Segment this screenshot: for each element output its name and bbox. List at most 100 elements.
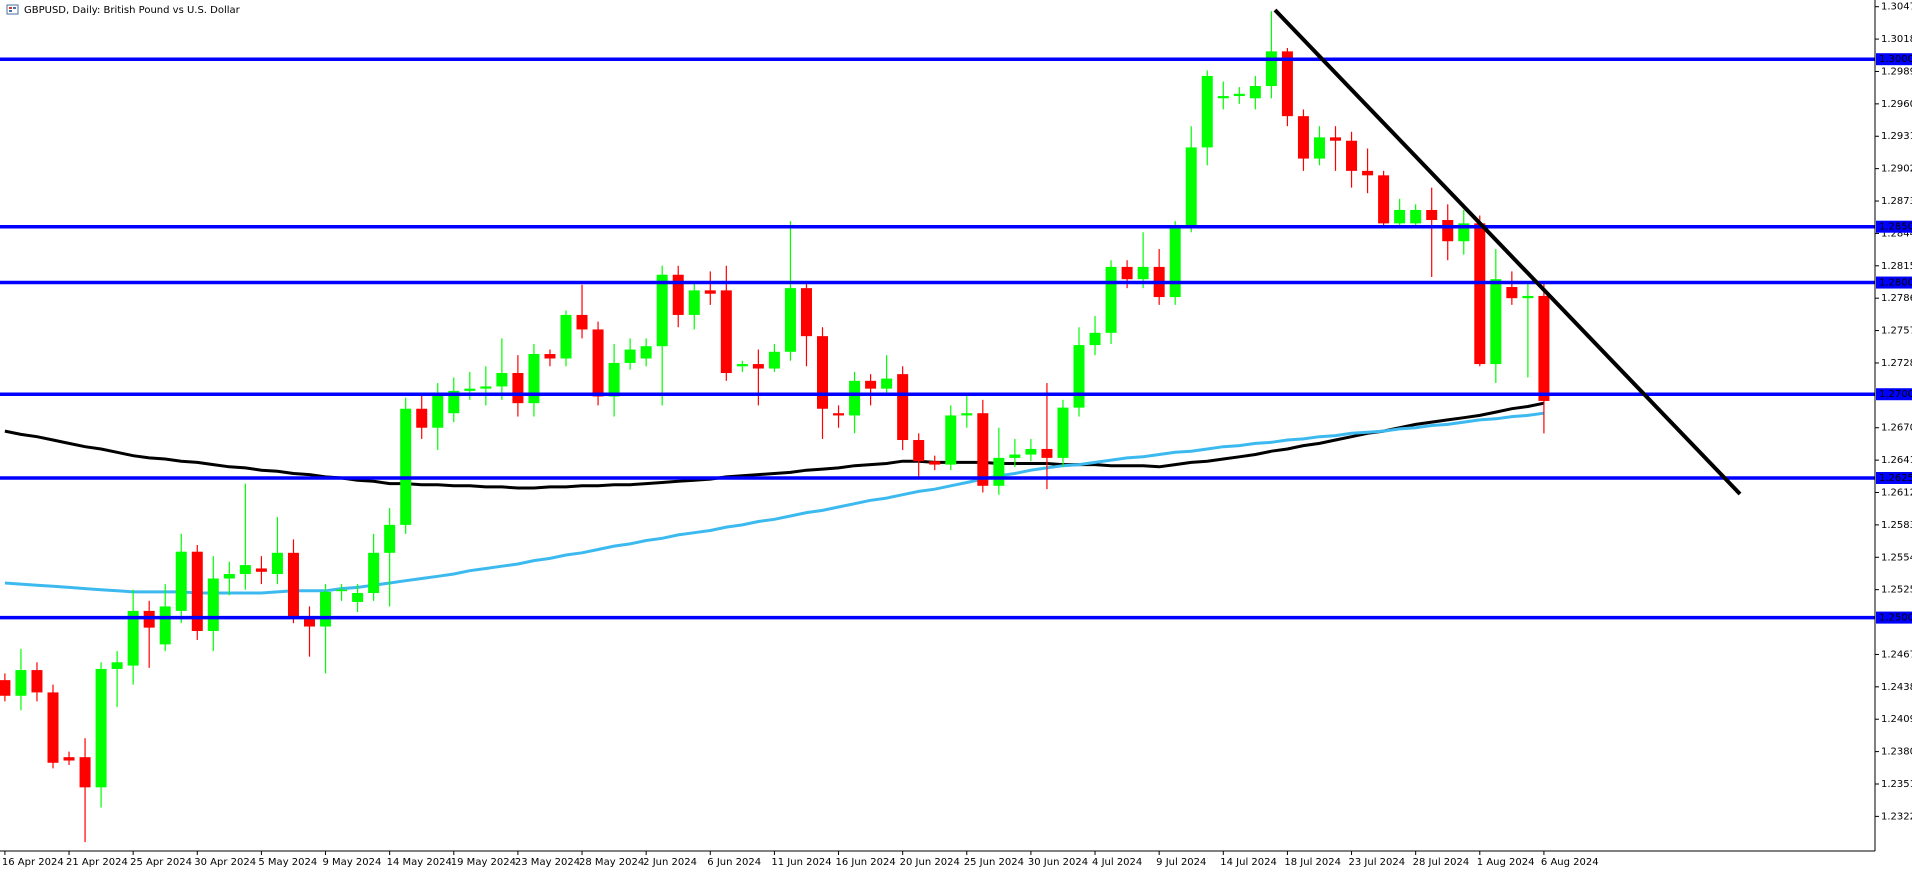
candle-body xyxy=(416,408,428,428)
y-tick-label: 1.28730 xyxy=(1881,196,1912,207)
candle-body xyxy=(752,364,764,369)
x-tick-label: 16 Jun 2024 xyxy=(836,857,896,868)
symbol-icon-part xyxy=(13,7,16,9)
candle-body xyxy=(1169,226,1181,298)
y-tick-label: 1.23800 xyxy=(1881,747,1912,758)
level-label: 1.25000 xyxy=(1879,613,1912,624)
level-label-box xyxy=(1876,611,1912,624)
level-label-box xyxy=(1876,220,1912,233)
x-tick-label: 9 Jul 2024 xyxy=(1156,857,1206,868)
x-tick-label: 28 May 2024 xyxy=(579,857,644,868)
x-tick-label: 2 Jun 2024 xyxy=(643,857,697,868)
candle-body xyxy=(191,551,203,631)
y-tick-label: 1.27280 xyxy=(1881,358,1912,369)
candle-body xyxy=(881,378,893,389)
candle-body xyxy=(1121,266,1133,280)
candle-body xyxy=(929,461,941,465)
candle-body xyxy=(817,336,829,409)
candle-body xyxy=(688,290,700,315)
candle-body xyxy=(576,314,588,330)
candle-body xyxy=(640,346,652,359)
candle-body xyxy=(1281,51,1293,117)
candle-body xyxy=(1458,223,1470,242)
candle-body xyxy=(1362,170,1374,176)
candle-body xyxy=(336,589,348,592)
candle-body xyxy=(977,413,989,486)
candle-body xyxy=(897,374,909,441)
candle-body xyxy=(720,290,732,374)
candle-body xyxy=(1025,448,1037,455)
candle-body xyxy=(1009,454,1021,458)
y-tick-label: 1.29600 xyxy=(1881,99,1912,110)
candle-body xyxy=(849,380,861,416)
level-label: 1.30000 xyxy=(1879,54,1912,65)
candle-body xyxy=(207,578,219,631)
candle-body xyxy=(1089,332,1101,346)
symbol-icon-part xyxy=(9,7,12,9)
level-label: 1.27000 xyxy=(1879,389,1912,400)
candle-body xyxy=(448,390,460,414)
candle-body xyxy=(1217,96,1229,99)
y-tick-label: 1.23220 xyxy=(1881,811,1912,822)
x-tick-label: 9 May 2024 xyxy=(323,857,382,868)
y-tick-label: 1.25830 xyxy=(1881,520,1912,531)
candle-body xyxy=(1394,209,1406,224)
candle-body xyxy=(1105,266,1117,333)
candle-body xyxy=(1490,279,1502,365)
candle-body xyxy=(945,415,957,465)
candle-body xyxy=(528,354,540,404)
trend-line xyxy=(1273,8,1742,496)
candle-body xyxy=(223,574,235,579)
level-label: 1.28500 xyxy=(1879,222,1912,233)
candle-body xyxy=(1522,295,1534,299)
candle-body xyxy=(384,524,396,553)
y-tick-label: 1.23510 xyxy=(1881,779,1912,790)
candle-body xyxy=(47,692,59,763)
candle-body xyxy=(239,565,251,575)
y-tick-label: 1.24670 xyxy=(1881,649,1912,660)
x-tick-label: 16 Apr 2024 xyxy=(2,857,64,868)
candle-body xyxy=(1137,266,1149,280)
x-tick-label: 21 Apr 2024 xyxy=(66,857,128,868)
x-tick-label: 6 Aug 2024 xyxy=(1541,857,1599,868)
y-tick-label: 1.29890 xyxy=(1881,66,1912,77)
candle-body xyxy=(1506,287,1518,299)
y-tick-label: 1.29310 xyxy=(1881,131,1912,142)
x-tick-label: 18 Jul 2024 xyxy=(1284,857,1341,868)
candle-body xyxy=(79,757,91,788)
x-tick-label: 14 Jul 2024 xyxy=(1220,857,1277,868)
y-tick-label: 1.25250 xyxy=(1881,585,1912,596)
chart-header: GBPUSD, Daily: British Pound vs U.S. Dol… xyxy=(6,4,241,16)
candle-body xyxy=(432,394,444,428)
candle-body xyxy=(175,551,187,611)
chart-title: GBPUSD, Daily: British Pound vs U.S. Dol… xyxy=(24,5,241,16)
y-tick-label: 1.26700 xyxy=(1881,423,1912,434)
candle-body xyxy=(1073,345,1085,408)
candle-body xyxy=(993,457,1005,486)
candle-body xyxy=(913,440,925,462)
candle-body xyxy=(560,314,572,359)
y-tick-label: 1.24380 xyxy=(1881,682,1912,693)
x-tick-label: 20 Jun 2024 xyxy=(900,857,960,868)
candle-body xyxy=(368,552,380,594)
candle-body xyxy=(111,662,123,669)
candle-body xyxy=(1057,407,1069,458)
candle-body xyxy=(592,329,604,397)
level-label-box xyxy=(1876,471,1912,484)
level-label: 1.28000 xyxy=(1879,278,1912,289)
candle-body xyxy=(400,408,412,525)
x-tick-label: 14 May 2024 xyxy=(387,857,452,868)
level-label-box xyxy=(1876,53,1912,66)
candle-body xyxy=(1297,116,1309,159)
x-tick-label: 19 May 2024 xyxy=(451,857,516,868)
candle-body xyxy=(608,362,620,397)
candle-body xyxy=(544,354,556,359)
moving-average-line xyxy=(4,411,1545,595)
candle-body xyxy=(736,364,748,367)
candle-body xyxy=(1426,209,1438,221)
x-tick-label: 23 May 2024 xyxy=(515,857,580,868)
candle-body xyxy=(271,552,283,575)
candle-body xyxy=(961,413,973,416)
candle-body xyxy=(704,290,716,294)
